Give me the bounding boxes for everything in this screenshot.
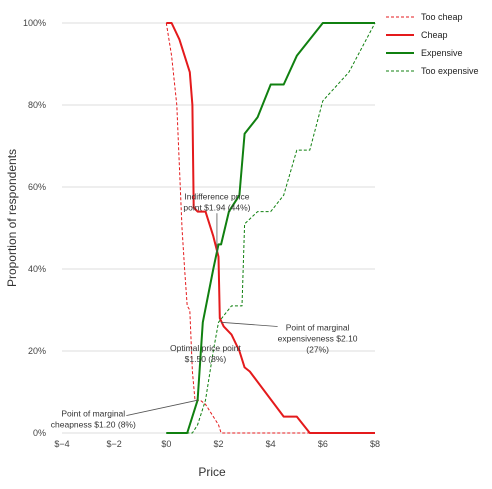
x-tick-label: $2 <box>213 439 223 449</box>
legend: Too cheap Cheap Expensive Too expensive <box>386 12 479 76</box>
x-tick-label: $−4 <box>54 439 69 449</box>
annotations: Point of marginal cheapness $1.20 (8%) Opt… <box>51 191 358 429</box>
series-line-too-cheap <box>165 22 375 434</box>
legend-label: Too expensive <box>421 66 479 76</box>
point-of-marginal-cheapness-leader <box>126 399 198 416</box>
series-line-expensive <box>166 22 375 434</box>
y-axis: 0% 20% 40% 60% 80% 100% <box>23 18 46 438</box>
optimal-price-point-label: Optimal price point $1.50 (8%) <box>170 343 242 364</box>
y-tick-label: 80% <box>28 100 46 110</box>
gridlines <box>62 22 375 434</box>
x-tick-label: $0 <box>161 439 171 449</box>
y-tick-label: 40% <box>28 264 46 274</box>
y-tick-label: 60% <box>28 182 46 192</box>
y-tick-label: 100% <box>23 18 46 28</box>
series-lines <box>165 22 376 434</box>
x-tick-label: $8 <box>370 439 380 449</box>
point-of-marginal-expensiveness-label: Point of marginal expensiveness $2.10 (27%… <box>278 323 358 355</box>
y-axis-label: Proportion of respondents <box>5 149 19 287</box>
indifference-price-point-label: Indifference price point $1.94 (44%) <box>183 191 250 212</box>
legend-label: Cheap <box>421 30 448 40</box>
x-axis-label: Price <box>198 465 226 479</box>
series-line-cheap <box>166 22 375 434</box>
y-tick-label: 0% <box>33 428 46 438</box>
x-tick-label: $−2 <box>107 439 122 449</box>
point-of-marginal-expensiveness-leader <box>221 321 278 327</box>
legend-label: Too cheap <box>421 12 463 22</box>
legend-label: Expensive <box>421 48 463 58</box>
x-tick-label: $4 <box>266 439 276 449</box>
series-line-too-expensive <box>166 22 376 434</box>
x-axis: $−4 $−2 $0 $2 $4 $6 $8 <box>54 439 380 449</box>
x-tick-label: $6 <box>318 439 328 449</box>
y-tick-label: 20% <box>28 346 46 356</box>
point-of-marginal-cheapness-label: Point of marginal cheapness $1.20 (8%) <box>51 409 136 430</box>
